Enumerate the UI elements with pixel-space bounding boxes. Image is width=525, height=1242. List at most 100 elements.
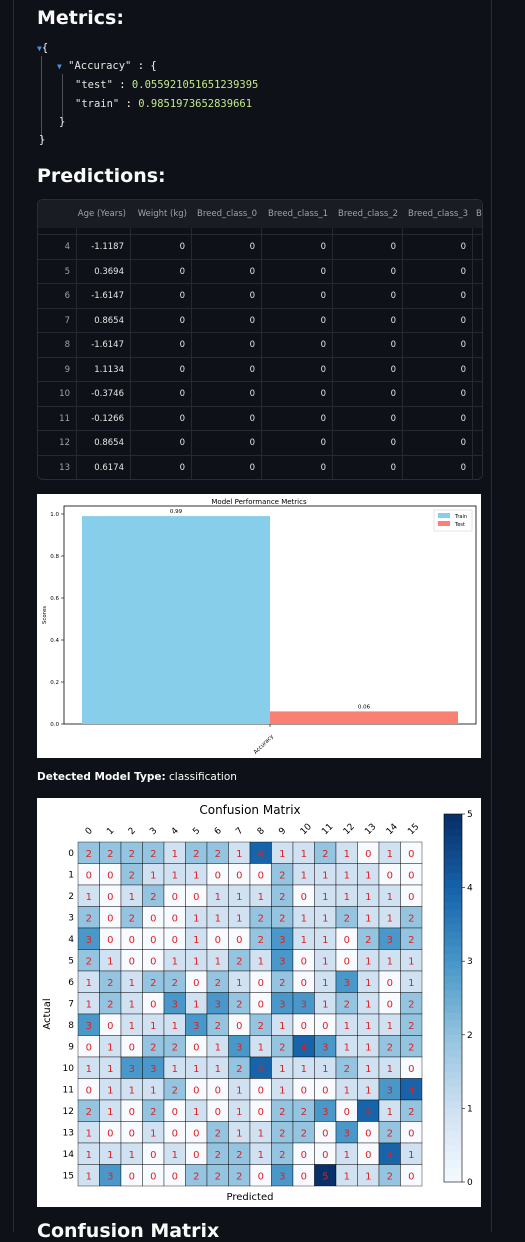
- right-border: [491, 0, 492, 1232]
- cell-value: 1: [279, 1021, 285, 1032]
- cell-value: 0: [129, 1171, 135, 1182]
- table-row[interactable]: 5 0.3694 0 0 0 0 0: [38, 258, 482, 285]
- cell-value: 1: [344, 892, 350, 903]
- cell-value: 2: [258, 1021, 264, 1032]
- table-row[interactable]: 10 -0.3746 0 0 0 0 0: [38, 381, 482, 407]
- cell-value: 2: [107, 999, 113, 1010]
- heatmap-cell: [400, 1164, 423, 1187]
- column-header[interactable]: Age (Years): [77, 209, 126, 219]
- table-cell: 0: [179, 340, 185, 350]
- table-row[interactable]: 13 0.6174 0 0 0 0 0: [38, 454, 482, 480]
- table-cell: 0: [460, 291, 466, 301]
- cell-value: 1: [279, 849, 285, 860]
- colorbar-segment: [444, 1005, 462, 1014]
- table-row[interactable]: 8 -1.6147 0 0 0 0 0: [38, 332, 482, 358]
- colorbar-segment: [444, 1049, 462, 1058]
- column-header[interactable]: Breed_class_3: [407, 209, 468, 219]
- cell-value: 2: [279, 1150, 285, 1161]
- cell-value: 0: [172, 892, 178, 903]
- table-row[interactable]: 11 -0.1266 0 0 0 0 0: [38, 405, 482, 432]
- table-row[interactable]: 7 0.8654 0 0 0 0 0: [38, 307, 482, 334]
- table-cell: 0: [320, 266, 326, 277]
- column-header[interactable]: B: [476, 209, 482, 219]
- column-divider: [130, 228, 131, 479]
- cell-value: 2: [408, 999, 414, 1010]
- table-cell: 0: [179, 364, 185, 375]
- table-cell: 0: [390, 266, 396, 277]
- cell-value: 1: [365, 1085, 371, 1096]
- table-cell: 0: [390, 242, 396, 252]
- colorbar-segment: [444, 865, 462, 874]
- cell-value: 4: [387, 1150, 393, 1161]
- table-cell: -1.1187: [91, 242, 124, 252]
- colorbar-segment: [444, 1108, 462, 1117]
- cell-value: 2: [150, 1042, 156, 1053]
- cell-value: 1: [322, 870, 328, 881]
- table-cell: 0: [390, 340, 396, 350]
- cell-value: 1: [301, 870, 307, 881]
- cell-value: 2: [279, 1107, 285, 1118]
- predictions-table[interactable]: Age (Years) Weight (kg) Breed_class_0 Breed…: [37, 199, 483, 480]
- json-key-train: "train": [75, 98, 120, 110]
- cell-value: 1: [129, 978, 135, 989]
- cell-value: 0: [258, 1085, 264, 1096]
- cell-value: 1: [408, 978, 414, 989]
- accuracy-collapse-toggle-icon[interactable]: ▼: [57, 62, 62, 71]
- cell-value: 2: [129, 849, 135, 860]
- cell-value: 1: [129, 1085, 135, 1096]
- cell-value: 0: [322, 1021, 328, 1032]
- column-header[interactable]: Breed_class_2: [337, 209, 398, 219]
- cell-value: 1: [193, 999, 199, 1010]
- table-row[interactable]: 4 -1.1187 0 0 0 0 0: [38, 234, 482, 260]
- cell-value: 1: [129, 1150, 135, 1161]
- cell-value: 3: [387, 1085, 393, 1096]
- table-row[interactable]: 12 0.8654 0 0 0 0 0: [38, 430, 482, 456]
- x-tick-label: 1: [105, 826, 116, 837]
- x-tick-label: Accuracy: [253, 733, 276, 756]
- table-row[interactable]: 6 -1.6147 0 0 0 0 0: [38, 283, 482, 309]
- collapse-toggle-icon[interactable]: ▼: [37, 44, 42, 53]
- y-axis-label: Actual: [42, 998, 53, 1029]
- cell-value: 2: [322, 849, 328, 860]
- cell-value: 1: [172, 1021, 178, 1032]
- table-cell: 0: [390, 315, 396, 326]
- cell-value: 0: [408, 849, 414, 860]
- y-tick-label: 5: [68, 956, 74, 966]
- colorbar-segment: [444, 828, 462, 837]
- table-cell: 0: [179, 266, 185, 277]
- cell-value: 0: [172, 1128, 178, 1139]
- cell-value: 1: [344, 1042, 350, 1053]
- table-cell: 0: [460, 413, 466, 424]
- y-tick-label: 1.0: [50, 512, 59, 518]
- cell-value: 0: [408, 870, 414, 881]
- column-header[interactable]: Breed_class_0: [196, 209, 257, 219]
- colorbar-segment: [444, 1130, 462, 1139]
- cell-value: 1: [365, 999, 371, 1010]
- column-header[interactable]: Weight (kg): [137, 209, 187, 219]
- table-row[interactable]: 9 1.1134 0 0 0 0 0: [38, 356, 482, 383]
- cell-value: 1: [172, 1064, 178, 1075]
- cell-value: 0: [129, 956, 135, 967]
- table-cell: 0: [249, 438, 255, 448]
- table-cell: -1.6147: [91, 291, 124, 301]
- cell-value: 2: [150, 892, 156, 903]
- table-cell: 0.3694: [94, 266, 124, 277]
- colorbar-tick-label: 5: [467, 810, 473, 820]
- cell-value: 4: [301, 1042, 307, 1053]
- bar-value-label: 0.06: [358, 704, 371, 710]
- cell-value: 2: [150, 849, 156, 860]
- y-tick-label: 1: [68, 870, 74, 880]
- bar-test: [270, 711, 458, 724]
- x-tick-label: 11: [320, 822, 335, 837]
- cell-value: 4: [258, 849, 264, 860]
- cell-value: 2: [215, 849, 221, 860]
- cell-value: 1: [107, 1064, 113, 1075]
- table-cell: 0: [460, 315, 466, 326]
- x-tick-label: 14: [385, 822, 400, 837]
- cell-value: 1: [215, 913, 221, 924]
- cell-value: 2: [279, 978, 285, 989]
- column-header[interactable]: Breed_class_1: [267, 209, 328, 219]
- cell-value: 0: [172, 1171, 178, 1182]
- cell-value: 3: [279, 935, 285, 946]
- cell-value: 2: [193, 1171, 199, 1182]
